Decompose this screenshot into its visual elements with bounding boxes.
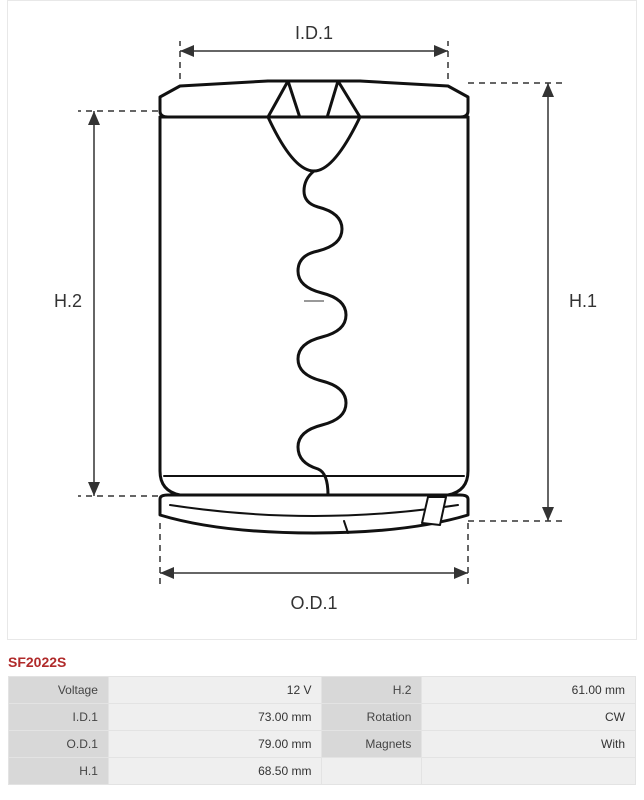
part-number: SF2022S <box>8 654 644 670</box>
diagram-svg: I.D.1 H.2 H.1 O.D.1 <box>8 1 636 639</box>
label-od1: O.D.1 <box>290 593 337 613</box>
spec-label: Rotation <box>322 704 422 731</box>
spec-table: Voltage12 VH.261.00 mmI.D.173.00 mmRotat… <box>8 676 636 785</box>
dimension-od1: O.D.1 <box>160 523 468 613</box>
label-h2: H.2 <box>54 291 82 311</box>
spec-value: 68.50 mm <box>108 758 322 785</box>
part-outline <box>160 81 468 533</box>
spec-value: With <box>422 731 636 758</box>
table-row: H.168.50 mm <box>9 758 636 785</box>
spec-label: H.2 <box>322 677 422 704</box>
table-row: O.D.179.00 mmMagnetsWith <box>9 731 636 758</box>
spec-label: H.1 <box>9 758 109 785</box>
spec-value: 12 V <box>108 677 322 704</box>
label-h1: H.1 <box>569 291 597 311</box>
spec-label: O.D.1 <box>9 731 109 758</box>
table-row: Voltage12 VH.261.00 mm <box>9 677 636 704</box>
dimension-h2: H.2 <box>54 111 158 496</box>
dimension-h1: H.1 <box>468 83 597 521</box>
dimension-id1: I.D.1 <box>180 23 448 79</box>
table-row: I.D.173.00 mmRotationCW <box>9 704 636 731</box>
spec-value: CW <box>422 704 636 731</box>
spec-label: Magnets <box>322 731 422 758</box>
technical-diagram: I.D.1 H.2 H.1 O.D.1 <box>7 0 637 640</box>
label-id1: I.D.1 <box>295 23 333 43</box>
spec-label: I.D.1 <box>9 704 109 731</box>
spec-value: 61.00 mm <box>422 677 636 704</box>
spec-value: 79.00 mm <box>108 731 322 758</box>
spec-value: 73.00 mm <box>108 704 322 731</box>
spec-label: Voltage <box>9 677 109 704</box>
